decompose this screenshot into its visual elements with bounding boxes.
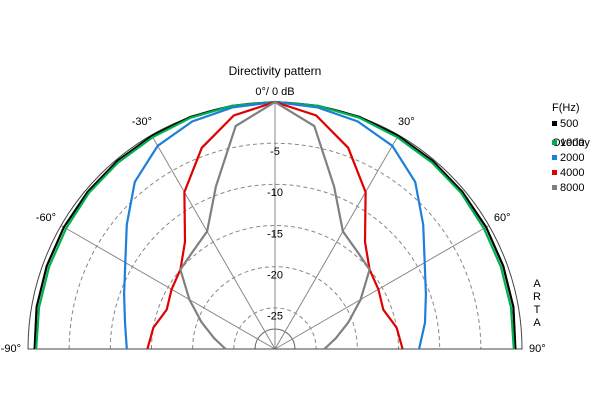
grid-ring: [109, 183, 441, 350]
grid-line: [274, 225, 490, 350]
legend-label: 500: [560, 118, 578, 130]
r-tick-label: -20: [267, 270, 283, 282]
legend-label: 1000: [560, 137, 584, 149]
angle-label: -90°: [1, 343, 21, 355]
r-tick-label: -10: [267, 187, 283, 199]
r-tick-label: -5: [270, 146, 280, 158]
angle-label: -30°: [132, 116, 152, 128]
angle-label: 90°: [529, 343, 546, 355]
angle-label: 30°: [398, 116, 415, 128]
legend-label: 8000: [560, 182, 584, 194]
grid-line: [274, 134, 399, 350]
angle-label: -60°: [36, 212, 56, 224]
grid-line: [60, 225, 276, 350]
watermark: ARTA: [531, 278, 543, 330]
legend-swatch: [552, 155, 557, 160]
angle-label: 0°/ 0 dB: [255, 86, 294, 98]
legend-swatch: [552, 185, 557, 190]
r-tick-label: -25: [267, 311, 283, 323]
legend-label: 4000: [560, 167, 584, 179]
chart-title: Directivity pattern: [229, 64, 322, 78]
grid-ring: [151, 225, 399, 350]
legend-title: F(Hz): [552, 102, 580, 114]
overlay-title: Overlay: [552, 137, 590, 149]
legend-swatch: [552, 140, 557, 145]
legend-swatch: [552, 121, 557, 126]
grid-line: [151, 134, 276, 350]
angle-label: 60°: [494, 212, 511, 224]
series-line: [179, 100, 371, 350]
legend-label: 2000: [560, 152, 584, 164]
legend-swatch: [552, 170, 557, 175]
r-tick-label: -15: [267, 228, 283, 240]
